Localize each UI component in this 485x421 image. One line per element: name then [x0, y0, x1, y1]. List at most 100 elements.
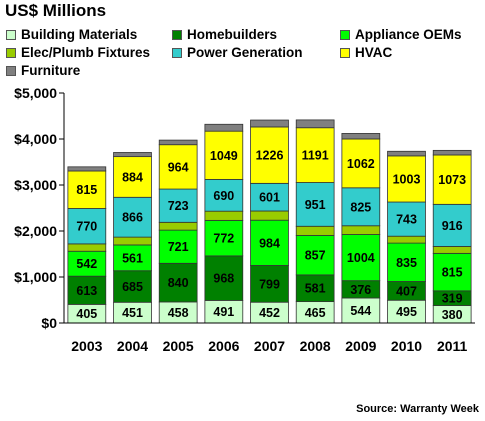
- bar-segment: [250, 219, 289, 266]
- bar-segment: [341, 225, 381, 235]
- legend-item: Elec/Plumb Fixtures: [6, 45, 150, 60]
- data-label: 1062: [347, 157, 375, 171]
- data-label: 581: [305, 282, 326, 296]
- bar-segment: [250, 119, 289, 128]
- bar-segment: [341, 234, 381, 282]
- x-tick-label: 2006: [208, 338, 239, 354]
- bar-segment: [295, 119, 335, 129]
- bar-segment: [113, 156, 152, 198]
- legend-label: Elec/Plumb Fixtures: [21, 45, 151, 60]
- data-label: 1004: [347, 251, 375, 265]
- bar-segment: [67, 208, 107, 245]
- data-label: 613: [76, 284, 97, 298]
- data-label: 685: [122, 280, 143, 294]
- data-label: 601: [259, 191, 280, 205]
- data-label: 857: [305, 249, 326, 263]
- data-label: 964: [168, 160, 189, 174]
- bar-segment: [113, 196, 152, 238]
- data-label: 1191: [302, 149, 329, 163]
- data-label: 723: [168, 199, 189, 213]
- legend-swatch: [172, 47, 182, 58]
- bar-segment: [387, 201, 426, 237]
- bar-segment: [67, 250, 107, 277]
- bar-segment: [158, 229, 198, 264]
- data-label: 495: [396, 305, 417, 319]
- legend-label: Furniture: [21, 63, 81, 78]
- legend-swatch: [340, 47, 350, 58]
- bar-segment: [113, 236, 152, 246]
- legend-item: Building Materials: [6, 27, 137, 42]
- data-label: 491: [213, 305, 234, 319]
- bar-segment: [387, 150, 426, 157]
- bar-segment: [387, 235, 426, 244]
- legend: Building Materials Homebuilders Appliance …: [0, 0, 485, 80]
- data-label: 815: [442, 266, 463, 280]
- data-label: 451: [122, 306, 143, 320]
- x-tick-label: 2003: [71, 338, 102, 354]
- bar-segment: [204, 123, 244, 132]
- legend-item: Homebuilders: [172, 27, 277, 42]
- bar-segment: [341, 133, 381, 140]
- bar-segment: [158, 188, 198, 223]
- bar-segment: [204, 130, 244, 180]
- data-label: 1226: [256, 149, 284, 163]
- data-label: 1003: [393, 172, 421, 186]
- legend-swatch: [6, 65, 16, 76]
- data-label: 380: [442, 308, 463, 322]
- data-label: 835: [396, 256, 417, 270]
- y-tick-label: $1,000: [14, 269, 57, 285]
- bar-segment: [67, 166, 107, 172]
- bar-segment: [158, 144, 198, 190]
- data-label: 884: [122, 170, 143, 184]
- data-label: 407: [396, 284, 417, 298]
- data-label: 465: [305, 306, 326, 320]
- legend-swatch: [6, 47, 16, 58]
- legend-item: Appliance OEMs: [340, 27, 462, 42]
- data-label: 1049: [210, 149, 238, 163]
- bar-segment: [295, 127, 335, 183]
- data-label: 542: [76, 257, 97, 271]
- legend-swatch: [340, 29, 350, 40]
- bar-segment: [387, 155, 426, 203]
- bar-segment: [295, 182, 335, 227]
- data-label: 405: [76, 307, 97, 321]
- legend-item: Power Generation: [172, 45, 303, 60]
- x-tick-label: 2010: [391, 338, 422, 354]
- y-tick-label: $5,000: [14, 85, 57, 101]
- bar-segment: [295, 235, 335, 276]
- bar-segment: [432, 252, 472, 292]
- bar-segment: [204, 219, 244, 257]
- x-tick-label: 2008: [300, 338, 331, 354]
- bar-segment: [250, 210, 289, 221]
- data-label: 916: [442, 219, 463, 233]
- legend-label: Power Generation: [187, 45, 303, 60]
- x-tick-label: 2011: [437, 338, 468, 354]
- bar-segment: [113, 244, 152, 272]
- data-label: 452: [259, 306, 280, 320]
- data-label: 968: [213, 272, 234, 286]
- bar-segment: [250, 265, 289, 303]
- bar-segment: [204, 255, 244, 301]
- bar-segment: [341, 138, 381, 189]
- data-label: 770: [76, 220, 97, 234]
- bar-segment: [432, 149, 472, 156]
- bar-segment: [158, 262, 198, 303]
- bar-segment: [67, 243, 107, 252]
- legend-item: Furniture: [6, 63, 80, 78]
- source-note: Source: Warranty Week: [356, 403, 479, 415]
- data-label: 319: [442, 292, 463, 306]
- data-label: 772: [213, 232, 234, 246]
- legend-swatch: [172, 29, 182, 40]
- data-label: 984: [259, 236, 280, 250]
- chart-title: US$ Millions: [5, 1, 107, 20]
- data-label: 825: [350, 200, 371, 214]
- legend-label: HVAC: [355, 45, 393, 60]
- bar-segment: [67, 170, 107, 209]
- legend-item: HVAC: [340, 45, 392, 60]
- data-label: 951: [305, 198, 326, 212]
- bar-segment: [113, 152, 152, 158]
- data-label: 815: [76, 183, 97, 197]
- x-tick-label: 2009: [345, 338, 376, 354]
- bar-segment: [113, 270, 152, 303]
- x-tick-label: 2004: [117, 338, 148, 354]
